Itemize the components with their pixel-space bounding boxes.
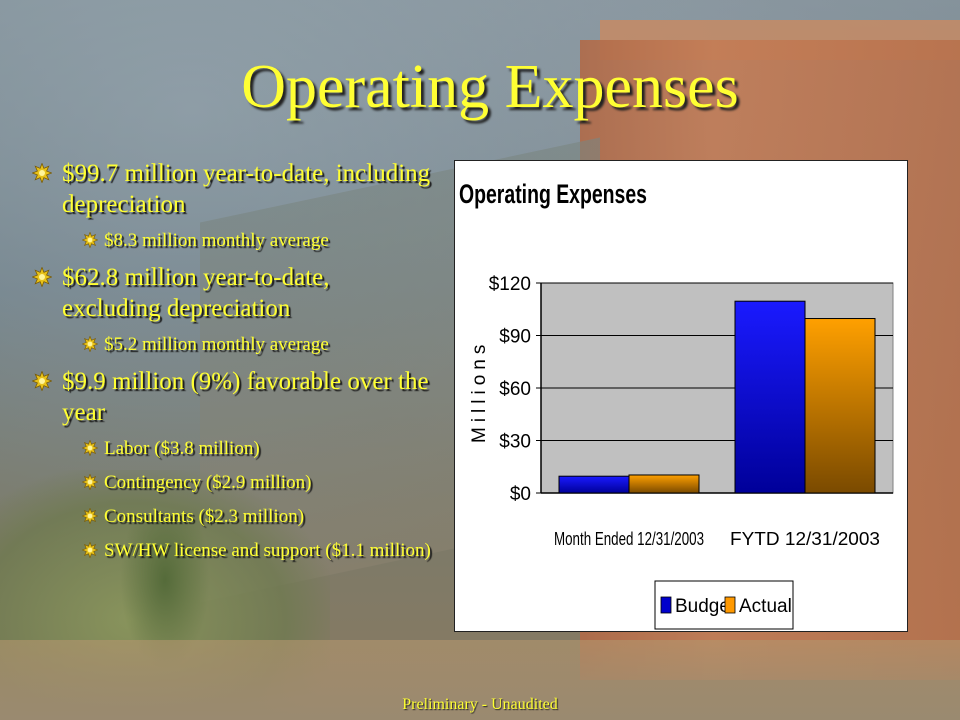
bullet-text: SW/HW license and support ($1.1 million) <box>104 540 431 561</box>
starburst-bullet-icon <box>82 508 98 524</box>
bullet-text: Labor ($3.8 million) <box>104 438 260 459</box>
x-tick-label: Month Ended 12/31/2003 <box>554 529 704 549</box>
starburst-bullet-icon <box>82 440 98 456</box>
legend-box <box>654 580 794 630</box>
bar-actual <box>804 318 876 494</box>
bullet-text: Contingency ($2.9 million) <box>104 472 312 493</box>
y-tick-label: $0 <box>510 484 531 505</box>
sub-bullet-item: $8.3 million monthly average <box>22 228 432 253</box>
legend-label-budget: Budget <box>675 596 736 617</box>
starburst-bullet-icon <box>82 474 98 490</box>
sub-bullet-item: Contingency ($2.9 million) <box>22 470 432 495</box>
y-tick-label: $30 <box>499 432 531 453</box>
bullet-text: Consultants ($2.3 million) <box>104 506 305 527</box>
chart-panel: Operating Expenses $0 $30 $60 $90 $120 Million… <box>454 160 908 632</box>
sub-bullet-item: Consultants ($2.3 million) <box>22 504 432 529</box>
legend-label-actual: Actual <box>739 596 792 617</box>
bullet-text: $8.3 million monthly average <box>104 230 329 251</box>
starburst-bullet-icon <box>32 163 52 183</box>
y-tick-label: $60 <box>499 379 531 400</box>
sub-bullet-item: SW/HW license and support ($1.1 million) <box>22 538 432 563</box>
x-tick-label: FYTD 12/31/2003 <box>730 529 880 549</box>
chart-title: Operating Expenses <box>459 179 647 209</box>
starburst-bullet-icon <box>82 542 98 558</box>
slide-footer: Preliminary - Unaudited <box>402 696 558 713</box>
starburst-bullet-icon <box>82 232 98 248</box>
legend-swatch-actual <box>724 596 736 614</box>
bar-chart: Operating Expenses $0 $30 $60 $90 $120 Million… <box>459 179 894 630</box>
bar-budget <box>558 475 630 494</box>
starburst-bullet-icon <box>32 267 52 287</box>
bullet-text: $5.2 million monthly average <box>104 334 329 355</box>
sub-bullet-item: Labor ($3.8 million) <box>22 436 432 461</box>
background-ground <box>0 640 960 720</box>
slide-title: Operating Expenses <box>241 53 739 121</box>
bar-actual <box>628 474 700 494</box>
sub-bullet-item: $5.2 million monthly average <box>22 332 432 357</box>
legend-swatch-budget <box>660 596 672 614</box>
bullet-text: $99.7 million year-to-date, including de… <box>62 160 431 218</box>
bar-budget <box>734 300 806 494</box>
bullet-item: $99.7 million year-to-date, including de… <box>22 158 432 220</box>
bullet-item: $9.9 million (9%) favorable over the yea… <box>22 366 432 428</box>
starburst-bullet-icon <box>82 336 98 352</box>
starburst-bullet-icon <box>32 371 52 391</box>
bullet-text: $9.9 million (9%) favorable over the yea… <box>62 368 429 426</box>
y-axis-label: Millions <box>469 340 490 443</box>
y-tick-label: $120 <box>489 274 531 295</box>
bullet-text: $62.8 million year-to-date, excluding de… <box>62 264 330 322</box>
bullet-item: $62.8 million year-to-date, excluding de… <box>22 262 432 324</box>
bullet-list: $99.7 million year-to-date, including de… <box>22 158 432 572</box>
y-tick-label: $90 <box>499 327 531 348</box>
